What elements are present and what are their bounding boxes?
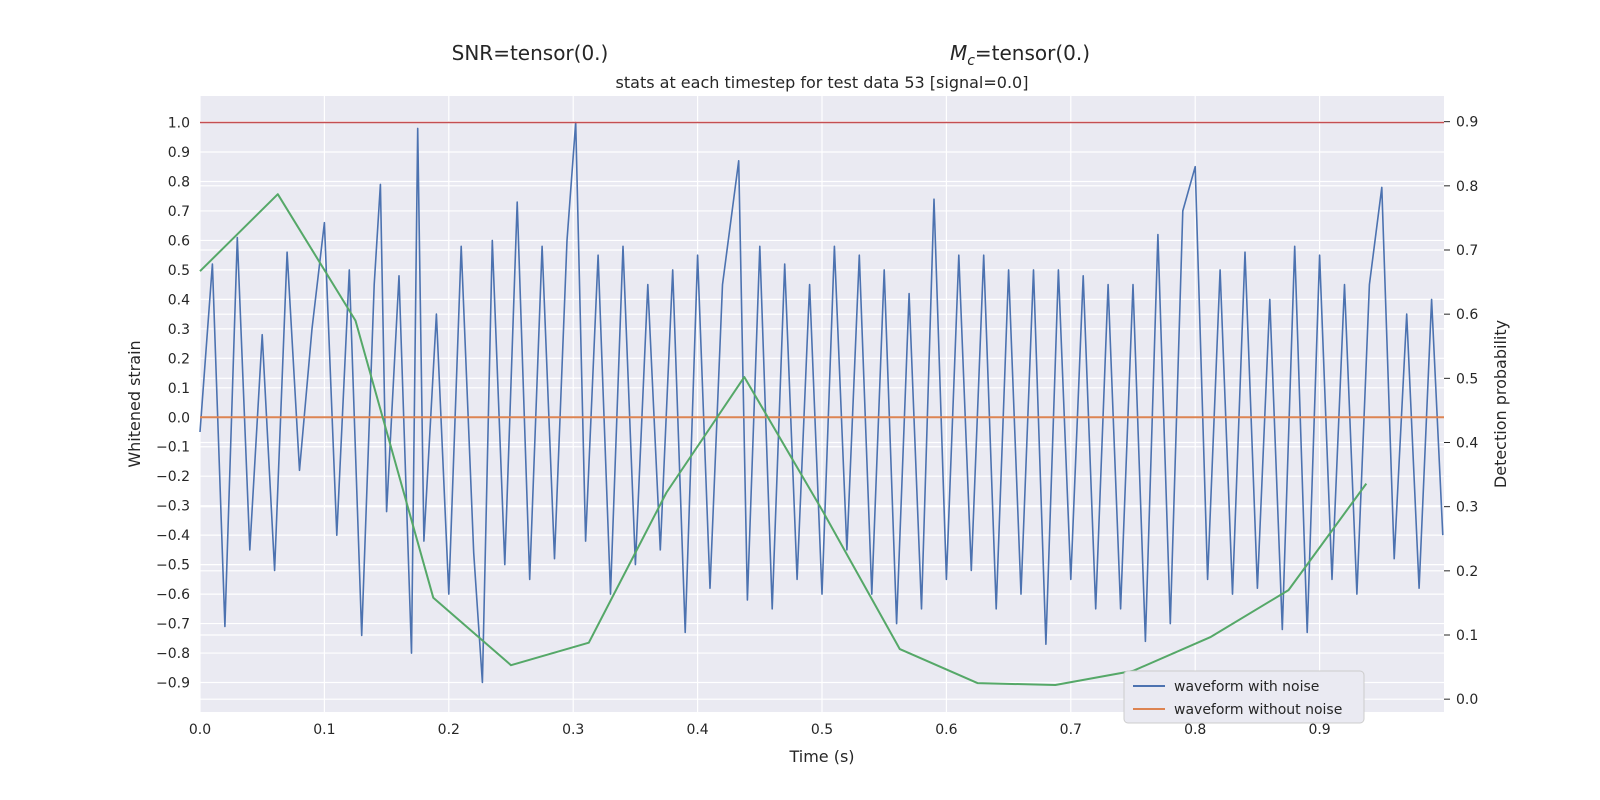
x-tick-label: 0.0 [189, 722, 211, 738]
x-tick-label: 0.5 [811, 722, 833, 738]
y-left-tick-label: 0.5 [168, 263, 190, 279]
x-tick-label: 0.4 [686, 722, 708, 738]
y-right-tick-label: 0.3 [1456, 500, 1478, 516]
y-right-tick-label: 0.8 [1456, 179, 1478, 195]
suptitle-mc: Mc=tensor(0.) [950, 41, 1090, 69]
x-tick-label: 0.1 [313, 722, 335, 738]
suptitle-snr: SNR=tensor(0.) [452, 41, 609, 65]
y-axis-right-ticks: 0.9 0.8 0.7 0.6 0.5 0.4 0.3 0.2 0.1 0.0 [1444, 115, 1478, 708]
y-left-tick-label: −0.4 [156, 528, 190, 544]
y-right-tick-label: 0.5 [1456, 371, 1478, 387]
y-axis-right-label: Detection probability [1491, 320, 1510, 488]
legend: waveform with noise waveform without noi… [1123, 670, 1365, 724]
grid [199, 96, 1444, 712]
legend-box [1123, 670, 1365, 724]
y-right-tick-label: 0.7 [1456, 243, 1478, 259]
y-right-tick-label: 0.4 [1456, 436, 1478, 452]
legend-label-noisy: waveform with noise [1174, 679, 1319, 695]
y-left-tick-label: −0.8 [156, 646, 190, 662]
y-axis-left-ticks: 1.0 0.9 0.8 0.7 0.6 0.5 0.4 0.3 0.2 0.1 0.0 −0.1 −0.… [156, 116, 190, 692]
y-right-tick-label: 0.2 [1456, 564, 1478, 580]
y-left-tick-label: −0.6 [156, 587, 190, 603]
y-left-tick-label: 1.0 [168, 116, 190, 132]
x-tick-label: 0.9 [1308, 722, 1330, 738]
y-right-tick-label: 0.1 [1456, 628, 1478, 644]
chart-title: stats at each timestep for test data 53 … [616, 73, 1029, 92]
y-left-tick-label: 0.9 [168, 145, 190, 161]
x-tick-label: 0.3 [562, 722, 584, 738]
y-left-tick-label: 0.1 [168, 381, 190, 397]
series-detection-probability [199, 193, 1368, 686]
y-right-tick-label: 0.0 [1456, 692, 1478, 708]
y-left-tick-label: 0.2 [168, 351, 190, 367]
y-left-tick-label: 0.7 [168, 204, 190, 220]
y-left-tick-label: 0.8 [168, 174, 190, 190]
legend-label-clean: waveform without noise [1174, 702, 1342, 718]
series-waveform-with-noise [199, 121, 1444, 684]
y-left-tick-label: −0.3 [156, 499, 190, 515]
y-right-tick-label: 0.6 [1456, 307, 1478, 323]
y-left-tick-label: −0.5 [156, 558, 190, 574]
y-left-tick-label: −0.7 [156, 617, 190, 633]
suptitle-mc-value: =tensor(0.) [975, 41, 1090, 65]
y-left-tick-label: 0.6 [168, 233, 190, 249]
y-right-tick-label: 0.9 [1456, 115, 1478, 131]
x-axis-ticks: 0.0 0.1 0.2 0.3 0.4 0.5 0.6 0.7 0.8 0.9 [189, 722, 1331, 738]
y-left-tick-label: 0.0 [168, 410, 190, 426]
x-tick-label: 0.2 [438, 722, 460, 738]
y-left-tick-label: 0.4 [168, 292, 190, 308]
y-axis-left-label: Whitened strain [125, 340, 144, 467]
y-left-tick-label: −0.2 [156, 469, 190, 485]
series-layer [199, 121, 1444, 686]
y-left-tick-label: −0.9 [156, 676, 190, 692]
suptitle-mc-subscript: c [967, 53, 975, 69]
x-tick-label: 0.7 [1060, 722, 1082, 738]
x-tick-label: 0.6 [935, 722, 957, 738]
x-axis-label: Time (s) [788, 747, 854, 766]
y-left-tick-label: 0.3 [168, 322, 190, 338]
suptitle-mc-symbol: M [950, 41, 967, 65]
y-left-tick-label: −0.1 [156, 440, 190, 456]
x-tick-label: 0.8 [1184, 722, 1206, 738]
